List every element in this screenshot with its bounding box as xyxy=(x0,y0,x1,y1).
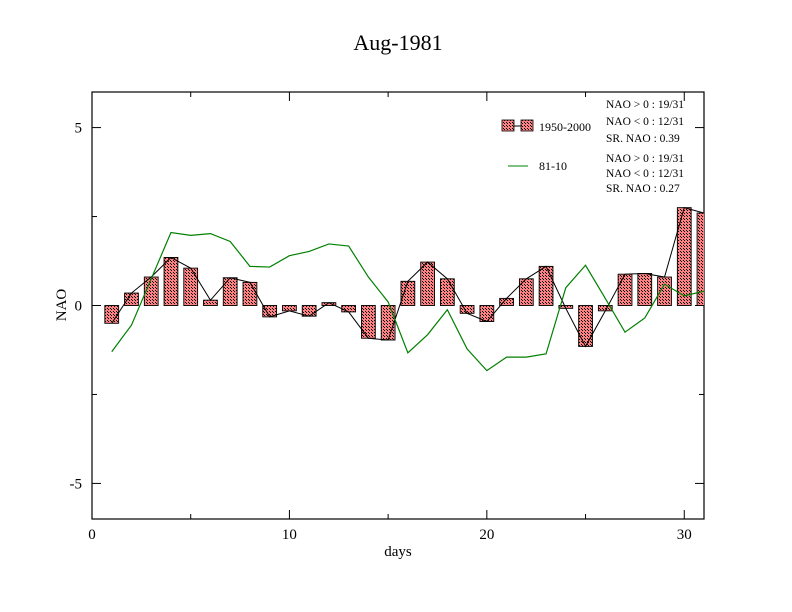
bar-day-16 xyxy=(400,280,416,306)
stat-sr-nao-2: SR. NAO : 0.27 xyxy=(606,183,680,195)
stat-sr-nao-1: SR. NAO : 0.39 xyxy=(606,133,680,145)
bar-day-17 xyxy=(420,261,435,306)
legend-swatch-bar-1 xyxy=(501,119,515,132)
line-series xyxy=(111,231,704,372)
y-axis-label: NAO xyxy=(54,289,70,322)
bar-day-8 xyxy=(242,281,258,306)
legend-label-81-10: 81-10 xyxy=(539,159,567,173)
bar-day-25 xyxy=(578,305,593,347)
legend-label-1950-2000: 1950-2000 xyxy=(539,120,591,134)
legend-swatch-bar-2 xyxy=(520,119,534,132)
bar-day-18 xyxy=(439,278,455,306)
bar-day-28 xyxy=(637,273,653,306)
bar-series xyxy=(104,207,704,348)
bar-day-27 xyxy=(617,273,633,306)
axes: 0 10 20 30 -5 0 5 xyxy=(70,92,704,543)
bar-day-31 xyxy=(696,212,704,306)
y-tick-label: -5 xyxy=(70,476,83,492)
x-tick-label: 10 xyxy=(282,527,297,543)
chart-title: Aug-1981 xyxy=(353,30,442,55)
y-tick-label: 0 xyxy=(75,299,83,315)
bar-day-14 xyxy=(361,305,376,339)
bar-series-connector-line xyxy=(111,207,704,348)
x-tick-label: 0 xyxy=(88,527,96,543)
y-tick-label: 5 xyxy=(75,121,83,137)
bar-day-10 xyxy=(282,305,297,312)
x-tick-label: 30 xyxy=(677,527,692,543)
bar-day-7 xyxy=(222,277,238,306)
bar-day-13 xyxy=(341,305,357,313)
bar-day-15 xyxy=(380,305,396,341)
bar-day-6 xyxy=(203,299,218,306)
bar-day-22 xyxy=(518,278,534,306)
legend: 1950-2000 81-10 NAO > 0 : 19/31 NAO < 0 … xyxy=(501,99,684,195)
x-axis-label: days xyxy=(384,544,412,560)
stat-nao-positive-1: NAO > 0 : 19/31 xyxy=(606,99,684,111)
series-line-81-10 xyxy=(111,231,704,372)
bar-day-4 xyxy=(163,257,179,306)
bar-day-19 xyxy=(459,305,475,314)
bar-day-23 xyxy=(538,265,554,306)
bar-day-2 xyxy=(124,292,139,306)
bar-day-30 xyxy=(676,207,692,306)
stat-nao-negative-2: NAO < 0 : 12/31 xyxy=(606,168,684,180)
stat-nao-negative-1: NAO < 0 : 12/31 xyxy=(606,116,684,128)
x-tick-label: 20 xyxy=(479,527,494,543)
bar-day-1 xyxy=(104,305,120,324)
stat-nao-positive-2: NAO > 0 : 19/31 xyxy=(606,153,684,165)
bar-day-5 xyxy=(183,267,199,306)
